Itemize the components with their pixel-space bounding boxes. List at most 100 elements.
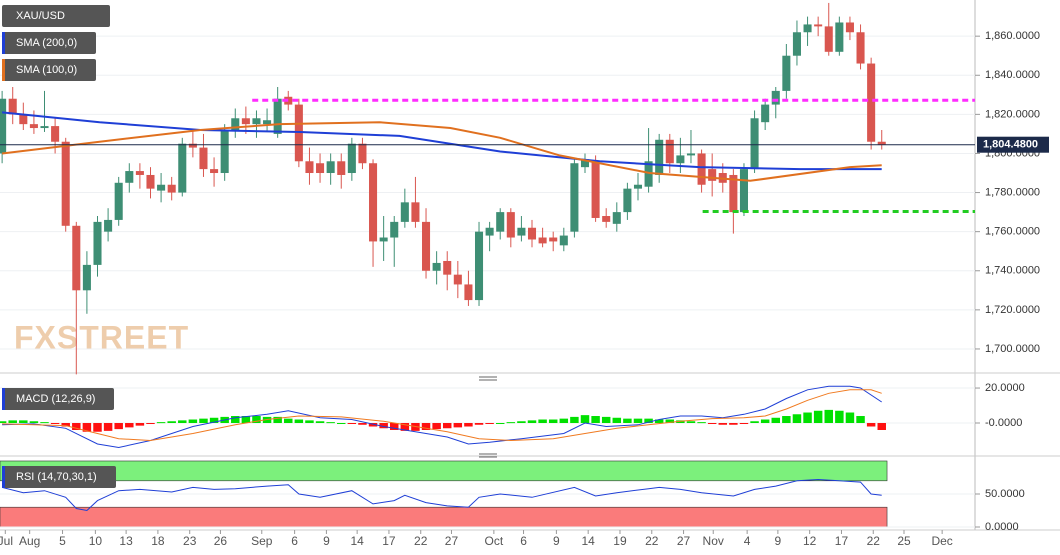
histogram-bar bbox=[315, 421, 325, 424]
candle-body bbox=[135, 171, 144, 175]
candle-body bbox=[400, 202, 409, 222]
candle-body bbox=[72, 225, 81, 291]
x-tick-label: 9 bbox=[775, 534, 782, 548]
candle-body bbox=[241, 118, 250, 125]
indicator-line bbox=[1, 111, 882, 171]
y-tick-label: 1,700.0000 bbox=[985, 343, 1040, 355]
histogram-bar bbox=[580, 415, 590, 424]
histogram-bar bbox=[750, 421, 759, 424]
candle-body bbox=[474, 231, 484, 301]
candle-body bbox=[199, 147, 208, 170]
legend-swatch bbox=[2, 59, 5, 81]
histogram-bar bbox=[782, 416, 791, 424]
x-tick-label: 26 bbox=[214, 534, 228, 548]
candle-body bbox=[517, 227, 526, 236]
x-tick-label: 17 bbox=[382, 534, 396, 548]
histogram-bar bbox=[845, 412, 855, 424]
histogram-bar bbox=[19, 420, 28, 424]
candle-body bbox=[411, 202, 420, 222]
candle-body bbox=[686, 153, 696, 156]
candle-body bbox=[644, 161, 653, 187]
x-tick-label: 5 bbox=[59, 534, 66, 548]
candle-body bbox=[835, 22, 844, 52]
histogram-bar bbox=[464, 423, 473, 427]
histogram-bar bbox=[199, 418, 208, 424]
candle-body bbox=[845, 22, 854, 33]
legend-box bbox=[2, 466, 116, 488]
histogram-bar bbox=[273, 416, 282, 424]
histogram-bar bbox=[368, 423, 378, 427]
x-tick-label: Jul bbox=[0, 534, 13, 548]
histogram-bar bbox=[623, 418, 632, 424]
histogram-bar bbox=[506, 422, 516, 424]
x-tick-label: 19 bbox=[613, 534, 627, 548]
histogram-bar bbox=[432, 423, 441, 430]
histogram-bar bbox=[0, 421, 7, 424]
candle-body bbox=[877, 141, 886, 145]
histogram-bar bbox=[156, 422, 166, 424]
histogram-bar bbox=[538, 419, 547, 424]
candle-body bbox=[443, 260, 452, 275]
histogram-bar bbox=[771, 417, 780, 424]
x-tick-label: Aug bbox=[19, 534, 40, 548]
histogram-bar bbox=[718, 423, 728, 425]
candle-body bbox=[305, 161, 314, 174]
histogram-bar bbox=[495, 423, 505, 425]
candle-body bbox=[824, 26, 833, 52]
histogram-bar bbox=[474, 423, 484, 425]
histogram-bar bbox=[103, 423, 113, 431]
y-tick-label: 1,840.0000 bbox=[985, 69, 1040, 81]
legend-swatch bbox=[2, 466, 5, 488]
x-tick-label: Dec bbox=[931, 534, 952, 548]
candle-body bbox=[591, 161, 600, 218]
legend-label: RSI (14,70,30,1) bbox=[16, 471, 97, 483]
candle-body bbox=[347, 143, 356, 174]
histogram-bar bbox=[337, 423, 346, 425]
candle-body bbox=[665, 139, 674, 164]
candle-body bbox=[19, 114, 28, 125]
histogram-bar bbox=[856, 416, 865, 424]
candle-body bbox=[114, 182, 123, 220]
candle-body bbox=[538, 237, 547, 244]
x-tick-label: 23 bbox=[183, 534, 197, 548]
x-tick-label: Nov bbox=[703, 534, 724, 548]
candle-body bbox=[432, 262, 441, 271]
candle-body bbox=[570, 163, 579, 232]
candle-body bbox=[792, 32, 801, 56]
x-tick-label: 22 bbox=[867, 534, 881, 548]
histogram-bar bbox=[601, 416, 611, 424]
histogram-bar bbox=[760, 419, 770, 424]
histogram-bar bbox=[707, 423, 717, 425]
candle-body bbox=[856, 32, 865, 64]
candle-body bbox=[337, 161, 346, 175]
histogram-bar bbox=[517, 421, 526, 424]
candle-body bbox=[104, 219, 113, 232]
histogram-bar bbox=[792, 414, 802, 424]
histogram-bar bbox=[93, 423, 102, 432]
candle-body bbox=[252, 118, 261, 125]
y-tick-label: 1,780.0000 bbox=[985, 186, 1040, 198]
x-tick-label: 27 bbox=[677, 534, 691, 548]
x-tick-label: Oct bbox=[485, 534, 504, 548]
y-tick-label: 1,860.0000 bbox=[985, 30, 1040, 42]
legend-label: XAU/USD bbox=[16, 10, 65, 22]
histogram-bar bbox=[559, 418, 569, 424]
candle-body bbox=[93, 221, 102, 265]
histogram-bar bbox=[866, 423, 876, 427]
histogram-bar bbox=[114, 423, 123, 430]
candle-body bbox=[549, 237, 558, 242]
histogram-bar bbox=[379, 423, 388, 429]
candle-body bbox=[29, 124, 38, 129]
histogram-bar bbox=[326, 422, 335, 424]
candle-body bbox=[157, 184, 166, 191]
candle-body bbox=[51, 126, 60, 142]
histogram-bar bbox=[29, 421, 39, 424]
histogram-bar bbox=[284, 418, 293, 424]
y-tick-label: 50.0000 bbox=[985, 488, 1025, 500]
pane-handle bbox=[479, 376, 497, 458]
candle-body bbox=[146, 174, 155, 189]
histogram-bar bbox=[305, 420, 314, 424]
x-tick-label: 10 bbox=[89, 534, 103, 548]
candle-body bbox=[8, 98, 17, 115]
histogram-bar bbox=[686, 421, 696, 424]
